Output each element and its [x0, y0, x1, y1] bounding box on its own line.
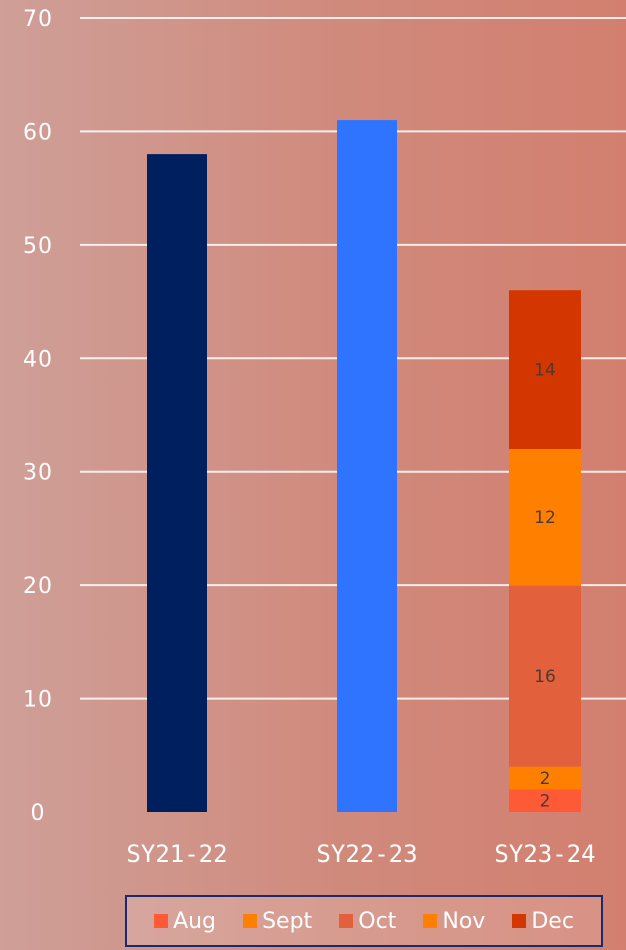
legend-label: Dec: [531, 908, 574, 934]
stack-segment-aug: [509, 789, 581, 812]
y-tick-label: 20: [23, 574, 53, 599]
legend-item-sept: Sept: [243, 909, 312, 934]
legend-item-oct: Oct: [339, 909, 396, 934]
legend-label: Aug: [173, 908, 217, 934]
x-tick-label: SY21-22: [126, 840, 227, 868]
stack-segment-sept: [509, 766, 581, 790]
legend-item-dec: Dec: [512, 909, 574, 934]
legend: Aug Sept Oct Nov Dec: [125, 895, 603, 947]
data-label-dec: 14: [534, 361, 556, 381]
data-label-nov: 12: [534, 508, 556, 528]
chart-area: 0 10 20 30 40 50 60 70 2 2 16 12 14 SY21-22 SY22-23 SY2…: [23, 7, 595, 868]
bar-sy21-22: [147, 154, 207, 813]
data-label-aug: 2: [540, 792, 551, 812]
legend-swatch: [512, 914, 527, 928]
legend-swatch: [154, 914, 169, 928]
y-tick-label: 50: [23, 234, 53, 259]
legend-swatch: [339, 914, 354, 928]
y-tick-label: 60: [23, 120, 53, 145]
legend-item-aug: Aug: [154, 909, 216, 934]
stack-segment-oct: [509, 585, 581, 767]
stack-segment-nov: [509, 449, 581, 586]
data-label-sept: 2: [540, 769, 551, 789]
bar-sy22-23: [337, 120, 397, 813]
y-tick-label: 30: [23, 461, 53, 486]
y-tick-label: 10: [23, 688, 53, 713]
x-tick-label: SY22-23: [316, 840, 417, 868]
legend-label: Sept: [262, 908, 313, 934]
y-tick-label: 70: [23, 7, 53, 32]
y-tick-label: 0: [31, 801, 46, 826]
y-tick-label: 40: [23, 347, 53, 372]
stack-segment-dec: [509, 290, 581, 450]
legend-item-nov: Nov: [423, 909, 485, 934]
legend-swatch: [423, 914, 438, 928]
legend-swatch: [243, 914, 258, 928]
legend-label: Oct: [358, 908, 397, 934]
legend-label: Nov: [442, 908, 486, 934]
data-label-oct: 16: [534, 667, 556, 687]
x-tick-label: SY23-24: [494, 840, 595, 868]
